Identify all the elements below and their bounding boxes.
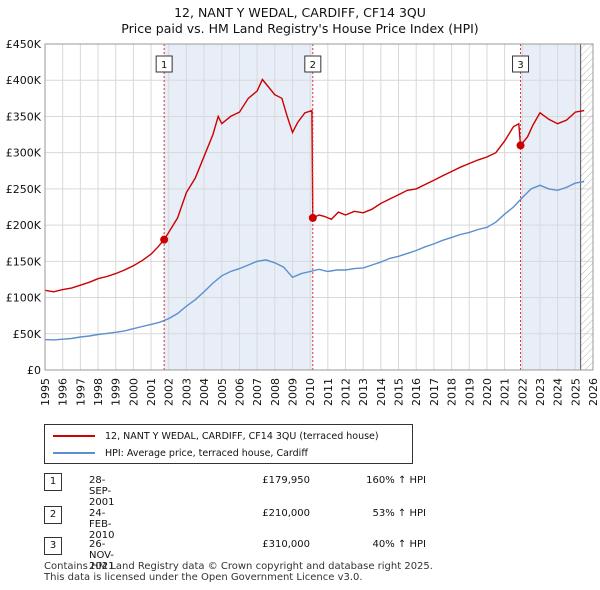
y-tick-label: £100K (6, 292, 42, 305)
legend-label-price: 12, NANT Y WEDAL, CARDIFF, CF14 3QU (ter… (105, 430, 379, 442)
footer-licence: This data is licensed under the Open Gov… (44, 572, 363, 583)
transaction-hpi-change: 40% ↑ HPI (372, 539, 426, 550)
legend-swatch-hpi (53, 452, 95, 454)
legend-swatch-price (53, 435, 95, 437)
y-tick-label: £350K (6, 110, 42, 123)
x-tick-label: 2026 (587, 378, 600, 406)
price-series-line (44, 78, 585, 293)
x-tick-label: 2004 (198, 378, 211, 406)
sale-marker-label: 3 (517, 60, 523, 71)
x-tick-label: 2002 (163, 378, 176, 406)
x-tick-label: 2018 (446, 378, 459, 406)
x-tick-label: 2022 (516, 378, 529, 406)
y-tick-label: £200K (6, 219, 42, 232)
transaction-date: 28-SEP-2001 (89, 475, 115, 508)
x-tick-label: 2024 (552, 378, 565, 406)
x-tick-label: 2009 (286, 378, 299, 406)
transaction-price: £310,000 (262, 539, 310, 550)
x-tick-label: 2010 (304, 378, 317, 406)
sale-marker-box (512, 55, 530, 73)
x-tick-label: 2008 (269, 378, 282, 406)
sale-point (516, 141, 525, 150)
sale-point (160, 235, 169, 244)
y-tick-label: £150K (6, 255, 42, 268)
sale-marker-box (155, 55, 173, 73)
x-tick-label: 1999 (110, 378, 123, 406)
y-tick-label: £400K (6, 74, 42, 87)
x-tick-label: 1996 (57, 378, 70, 406)
transaction-number: 2 (44, 506, 62, 524)
y-tick-label: £0 (27, 364, 41, 377)
x-tick-label: 2007 (251, 378, 264, 406)
sale-point (308, 213, 317, 222)
x-tick-label: 2025 (569, 378, 582, 406)
transaction-hpi-change: 53% ↑ HPI (372, 508, 426, 519)
x-tick-label: 1997 (74, 378, 87, 406)
x-tick-label: 2017 (428, 378, 441, 406)
x-tick-label: 2003 (180, 378, 193, 406)
transaction-price: £210,000 (262, 508, 310, 519)
y-tick-label: £450K (6, 38, 42, 51)
x-tick-label: 2012 (340, 378, 353, 406)
chart-legend: 12, NANT Y WEDAL, CARDIFF, CF14 3QU (ter… (44, 424, 413, 464)
transaction-date: 26-NOV-2021 (89, 539, 115, 572)
chart-subtitle: Price paid vs. HM Land Registry's House … (121, 21, 479, 36)
legend-item-hpi: HPI: Average price, terraced house, Card… (53, 445, 308, 461)
x-tick-label: 2006 (233, 378, 246, 406)
x-tick-label: 2011 (322, 378, 335, 406)
x-tick-label: 2001 (145, 378, 158, 406)
x-tick-label: 1995 (39, 378, 52, 406)
x-tick-label: 2014 (375, 378, 388, 406)
x-tick-label: 2021 (499, 378, 512, 406)
x-tick-label: 2016 (410, 378, 423, 406)
transaction-number: 3 (44, 537, 62, 555)
x-tick-label: 2000 (127, 378, 140, 406)
plot-area (45, 44, 593, 370)
forecast-hatch (580, 44, 593, 370)
y-tick-label: £250K (6, 183, 42, 196)
hpi-series-line (44, 180, 585, 341)
sale-marker-label: 2 (310, 60, 316, 71)
transaction-number: 1 (44, 473, 62, 491)
price-chart: £0 £50K £100K £150K £200K £250K £300K £350K £400… (6, 38, 600, 406)
transaction-price: £179,950 (262, 475, 310, 486)
x-tick-label: 2015 (393, 378, 406, 406)
x-tick-label: 2023 (534, 378, 547, 406)
footer-copyright: Contains HM Land Registry data © Crown c… (44, 561, 433, 572)
legend-label-hpi: HPI: Average price, terraced house, Card… (105, 447, 308, 459)
sale-marker-box (304, 55, 322, 73)
x-tick-label: 2013 (357, 378, 370, 406)
ownership-period-shade (520, 44, 581, 370)
transaction-hpi-change: 160% ↑ HPI (366, 475, 426, 486)
sale-marker-label: 1 (161, 60, 167, 71)
x-tick-label: 2005 (216, 378, 229, 406)
y-tick-label: £50K (13, 328, 42, 341)
legend-item-price: 12, NANT Y WEDAL, CARDIFF, CF14 3QU (ter… (53, 428, 379, 444)
x-tick-label: 2019 (463, 378, 476, 406)
chart-title: 12, NANT Y WEDAL, CARDIFF, CF14 3QU (174, 5, 426, 20)
ownership-period-shade (164, 44, 313, 370)
y-tick-label: £300K (6, 147, 42, 160)
x-tick-label: 2020 (481, 378, 494, 406)
plot-border (44, 43, 594, 371)
x-tick-label: 1998 (92, 378, 105, 406)
transaction-date: 24-FEB-2010 (89, 508, 115, 541)
